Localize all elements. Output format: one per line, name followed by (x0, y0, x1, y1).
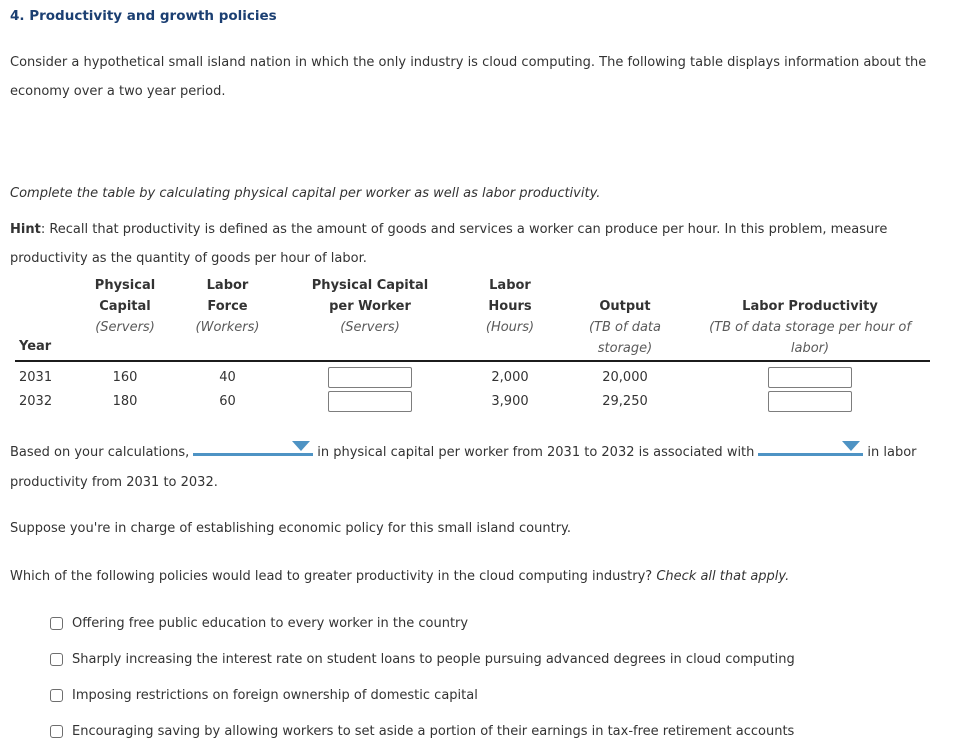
policy-setup-text: Suppose you're in charge of establishing… (10, 521, 572, 536)
policy-question-emphasis: Check all that apply. (656, 569, 790, 584)
hint-label: Hint (10, 222, 41, 237)
capital-change-dropdown[interactable] (193, 441, 314, 456)
option-label: Imposing restrictions on foreign ownersh… (72, 687, 478, 703)
productivity-change-dropdown[interactable] (758, 441, 864, 456)
header-unit: (Workers) (195, 320, 260, 335)
option-label: Offering free public education to every … (72, 615, 469, 631)
question-title: 4. Productivity and growth policies (10, 8, 277, 24)
header-label: Physical Capital per Worker (311, 278, 429, 314)
labor-force-cell: 60 (219, 394, 236, 409)
physical-capital-cell: 160 (112, 369, 138, 385)
fill-in-sentence: Based on your calculations, in physical c… (10, 438, 955, 498)
policy-option-interest-rate: Sharply increasing the interest rate on … (50, 641, 955, 677)
labor-force-cell: 40 (219, 369, 236, 385)
policy-option-education: Offering free public education to every … (50, 605, 955, 641)
capital-per-worker-cell (280, 361, 460, 388)
policy-option-foreign-ownership: Imposing restrictions on foreign ownersh… (50, 677, 955, 713)
capital-per-worker-input-2031[interactable] (328, 366, 412, 388)
table-row-2031: 2031 160 40 2,000 20,000 (15, 361, 930, 388)
header-label: Physical Capital (94, 278, 156, 314)
output-cell: 20,000 (602, 369, 648, 385)
header-unit: (Hours) (485, 320, 535, 335)
fill-in-part1: Based on your calculations, (10, 445, 190, 460)
column-header-year: Year (15, 275, 75, 362)
policy-option-saving: Encouraging saving by allowing workers t… (50, 713, 955, 749)
hint-paragraph: Hint: Recall that productivity is define… (10, 215, 955, 273)
checkbox-foreign-ownership[interactable] (50, 688, 63, 702)
labor-hours-cell: 2,000 (491, 369, 529, 385)
year-cell: 2031 (19, 369, 53, 385)
option-label: Encouraging saving by allowing workers t… (72, 723, 795, 739)
header-label: Output (599, 299, 651, 314)
policy-question: Which of the following policies would le… (10, 562, 955, 591)
checkbox-education[interactable] (50, 616, 63, 630)
column-header-labor-force: Labor Force (Workers) (175, 275, 280, 362)
chevron-down-icon (842, 441, 861, 451)
fill-in-part3: in labor productivity from 2031 to 2032. (10, 445, 917, 490)
labor-hours-cell: 3,900 (491, 394, 529, 409)
policy-question-text: Which of the following policies would le… (10, 569, 653, 584)
table-row-2032: 2032 180 60 3,900 29,250 (15, 388, 930, 415)
economy-table: Year Physical Capital (Servers) Labor Fo… (15, 275, 930, 415)
intro-paragraph: Consider a hypothetical small island nat… (10, 55, 927, 99)
header-label: Labor Hours (488, 278, 532, 314)
instruction-text: Complete the table by calculating physic… (10, 186, 601, 201)
column-header-physical-capital: Physical Capital (Servers) (75, 275, 175, 362)
header-unit: (TB of data storage per hour of labor) (709, 320, 911, 356)
chevron-down-icon (292, 441, 311, 451)
fill-in-part2: in physical capital per worker from 2031… (317, 445, 755, 460)
column-header-capital-per-worker: Physical Capital per Worker (Servers) (280, 275, 460, 362)
hint-text: : Recall that productivity is defined as… (10, 222, 888, 266)
header-unit: (Servers) (95, 320, 155, 335)
header-label: Labor Productivity (742, 299, 878, 314)
column-header-labor-productivity: Labor Productivity (TB of data storage p… (690, 275, 930, 362)
year-cell: 2032 (19, 394, 53, 409)
checkbox-saving[interactable] (50, 724, 63, 738)
policy-options-list: Offering free public education to every … (50, 605, 955, 749)
table-header-row: Year Physical Capital (Servers) Labor Fo… (15, 275, 930, 362)
physical-capital-cell: 180 (112, 394, 138, 409)
output-cell: 29,250 (602, 394, 648, 409)
header-label: Labor Force (206, 278, 249, 314)
header-unit: (Servers) (340, 320, 400, 335)
option-label: Sharply increasing the interest rate on … (72, 651, 795, 667)
column-header-output: Output (TB of data storage) (560, 275, 690, 362)
header-unit: (TB of data storage) (588, 320, 661, 356)
labor-productivity-cell (690, 361, 930, 388)
column-header-labor-hours: Labor Hours (Hours) (460, 275, 560, 362)
capital-per-worker-input-2032[interactable] (328, 391, 412, 412)
labor-productivity-input-2032[interactable] (768, 391, 852, 412)
checkbox-interest-rate[interactable] (50, 652, 63, 666)
labor-productivity-input-2031[interactable] (768, 366, 852, 388)
labor-productivity-cell (690, 388, 930, 415)
capital-per-worker-cell (280, 388, 460, 415)
